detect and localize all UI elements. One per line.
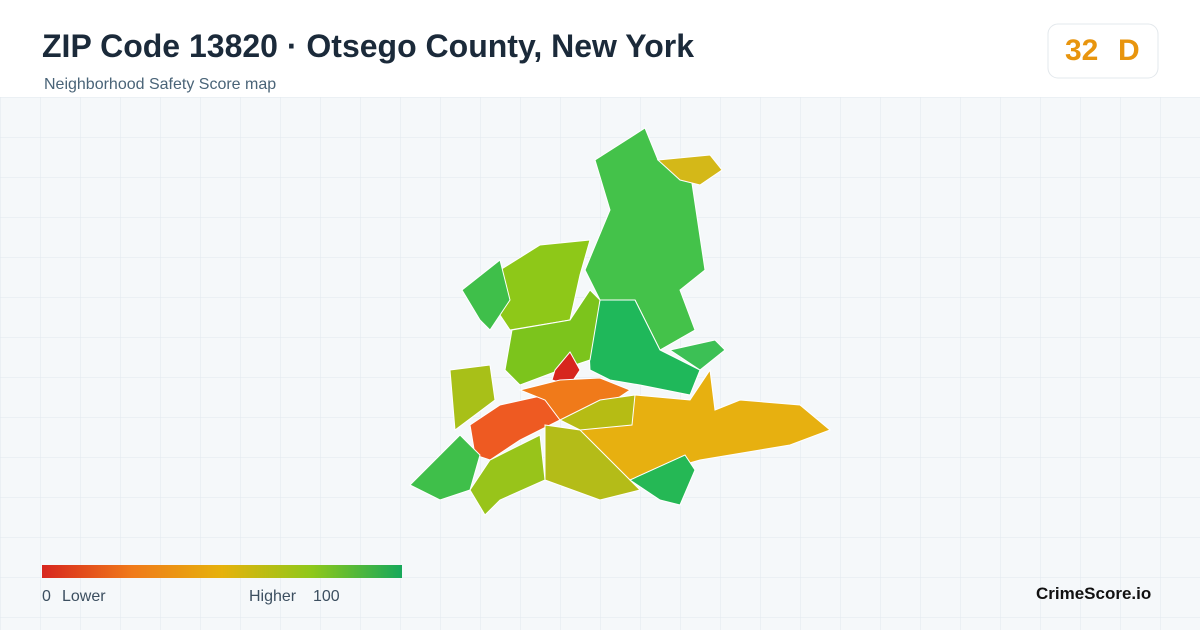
region (461, 259, 511, 331)
region (656, 154, 723, 186)
grade: D (1118, 34, 1140, 67)
legend-bar (42, 565, 402, 578)
region (668, 339, 726, 371)
regions (409, 127, 831, 516)
region (551, 351, 581, 386)
region (558, 394, 636, 431)
region (544, 424, 641, 501)
legend-min: 0 (42, 588, 51, 605)
region (449, 364, 496, 431)
score: 32 (1065, 34, 1099, 67)
legend-max: 100 (313, 588, 340, 605)
header-bg (0, 0, 1200, 97)
legend-max-label: Higher (249, 588, 297, 605)
title: ZIP Code 13820 · Otsego County, New York (42, 28, 695, 64)
subtitle: Neighborhood Safety Score map (44, 76, 277, 93)
score-badge (1047, 23, 1159, 79)
region (409, 434, 481, 501)
region (628, 454, 696, 506)
region (504, 289, 601, 386)
legend-min-label: Lower (62, 588, 106, 605)
brand: CrimeScore.io (1036, 584, 1152, 603)
